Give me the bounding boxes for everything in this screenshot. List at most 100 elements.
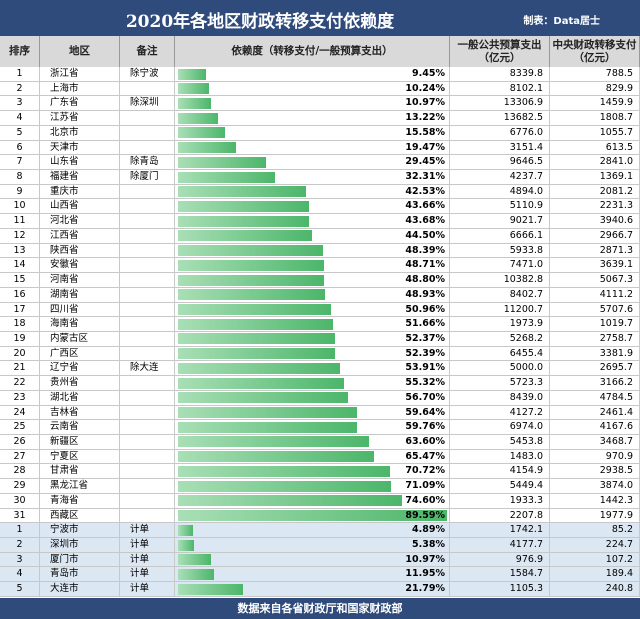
transfer-cell: 829.9 [550,81,640,96]
spending-cell: 1933.3 [450,493,550,508]
spending-cell: 976.9 [450,552,550,567]
region-cell: 吉林省 [40,405,120,420]
data-bar [178,215,310,227]
data-bar [178,259,325,271]
rank-cell: 18 [0,317,40,331]
spending-cell: 5723.3 [450,376,550,390]
ratio-cell: 89.59% [175,508,450,523]
region-cell: 重庆市 [40,184,120,199]
data-bar [178,112,218,124]
transfer-cell: 2695.7 [550,361,640,376]
rank-cell: 26 [0,434,40,449]
region-cell: 宁波市 [40,523,120,537]
table-row: 6 天津市 19.47% 3151.4 613.5 [0,140,640,156]
note-cell [120,111,175,125]
region-cell: 江苏省 [40,111,120,125]
ratio-cell: 10.24% [175,81,450,96]
ratio-label: 48.71% [405,259,445,271]
data-bar [178,83,209,95]
ratio-label: 4.89% [412,524,445,536]
ratio-cell: 74.60% [175,493,450,508]
data-bar [178,127,225,139]
rank-cell: 7 [0,155,40,170]
table-row: 3 厦门市 计单 10.97% 976.9 107.2 [0,552,640,568]
region-cell: 云南省 [40,420,120,434]
ratio-label: 52.39% [405,347,445,359]
data-bar [178,200,309,212]
data-bar [178,186,306,198]
rank-cell: 24 [0,405,40,420]
note-cell: 除宁波 [120,67,175,81]
ratio-label: 42.53% [405,185,445,197]
spending-cell: 1584.7 [450,567,550,582]
spending-cell: 1105.3 [450,582,550,596]
rank-cell: 8 [0,170,40,184]
note-cell: 计单 [120,552,175,567]
note-cell [120,434,175,449]
rank-cell: 5 [0,582,40,596]
spending-cell: 4894.0 [450,184,550,199]
transfer-cell: 224.7 [550,538,640,552]
table-row: 30 青海省 74.60% 1933.3 1442.3 [0,493,640,509]
transfer-cell: 788.5 [550,67,640,81]
note-cell [120,140,175,155]
note-cell [120,317,175,331]
rank-cell: 27 [0,449,40,464]
spending-cell: 1973.9 [450,317,550,331]
transfer-cell: 1442.3 [550,493,640,508]
table-row: 22 贵州省 55.32% 5723.3 3166.2 [0,376,640,391]
region-cell: 河北省 [40,214,120,228]
ratio-label: 43.68% [405,215,445,227]
region-cell: 江西省 [40,228,120,243]
title: 2020年各地区财政转移支付依赖度 [125,12,395,32]
transfer-cell: 970.9 [550,449,640,464]
note-cell [120,243,175,258]
table-row: 1 宁波市 计单 4.89% 1742.1 85.2 [0,523,640,538]
table-row: 2 上海市 10.24% 8102.1 829.9 [0,81,640,97]
note-cell [120,405,175,420]
rank-cell: 21 [0,361,40,376]
ratio-label: 51.66% [405,318,445,330]
transfer-cell: 240.8 [550,582,640,596]
note-cell [120,258,175,273]
transfer-cell: 3381.9 [550,346,640,361]
note-cell [120,376,175,390]
ratio-cell: 15.58% [175,125,450,140]
rank-cell: 30 [0,493,40,508]
note-cell [120,464,175,479]
ratio-cell: 48.93% [175,287,450,302]
transfer-cell: 3874.0 [550,479,640,493]
transfer-cell: 5707.6 [550,302,640,317]
table-row: 23 湖北省 56.70% 8439.0 4784.5 [0,390,640,406]
ratio-cell: 32.31% [175,170,450,184]
note-cell: 计单 [120,567,175,582]
transfer-cell: 4784.5 [550,390,640,405]
rank-cell: 23 [0,390,40,405]
data-bar [178,333,336,345]
ratio-label: 89.59% [405,509,445,521]
table-row: 1 浙江省 除宁波 9.45% 8339.8 788.5 [0,67,640,82]
ratio-cell: 29.45% [175,155,450,170]
table-row: 5 大连市 计单 21.79% 1105.3 240.8 [0,582,640,597]
spending-cell: 8439.0 [450,390,550,405]
data-bar [178,318,333,330]
data-bar [178,348,336,360]
rank-cell: 22 [0,376,40,390]
region-cell: 青海省 [40,493,120,508]
spending-cell: 1742.1 [450,523,550,537]
table-row: 4 青岛市 计单 11.95% 1584.7 189.4 [0,567,640,583]
ratio-cell: 50.96% [175,302,450,317]
transfer-cell: 3940.6 [550,214,640,228]
rank-cell: 2 [0,81,40,96]
ratio-cell: 5.38% [175,538,450,552]
table-row: 21 辽宁省 除大连 53.91% 5000.0 2695.7 [0,361,640,377]
transfer-cell: 3468.7 [550,434,640,449]
spending-cell: 4127.2 [450,405,550,420]
ratio-cell: 52.37% [175,331,450,346]
ratio-cell: 70.72% [175,464,450,479]
note-cell [120,287,175,302]
data-bar [178,245,324,257]
rank-cell: 10 [0,199,40,214]
ratio-label: 48.93% [405,288,445,300]
note-cell [120,273,175,287]
